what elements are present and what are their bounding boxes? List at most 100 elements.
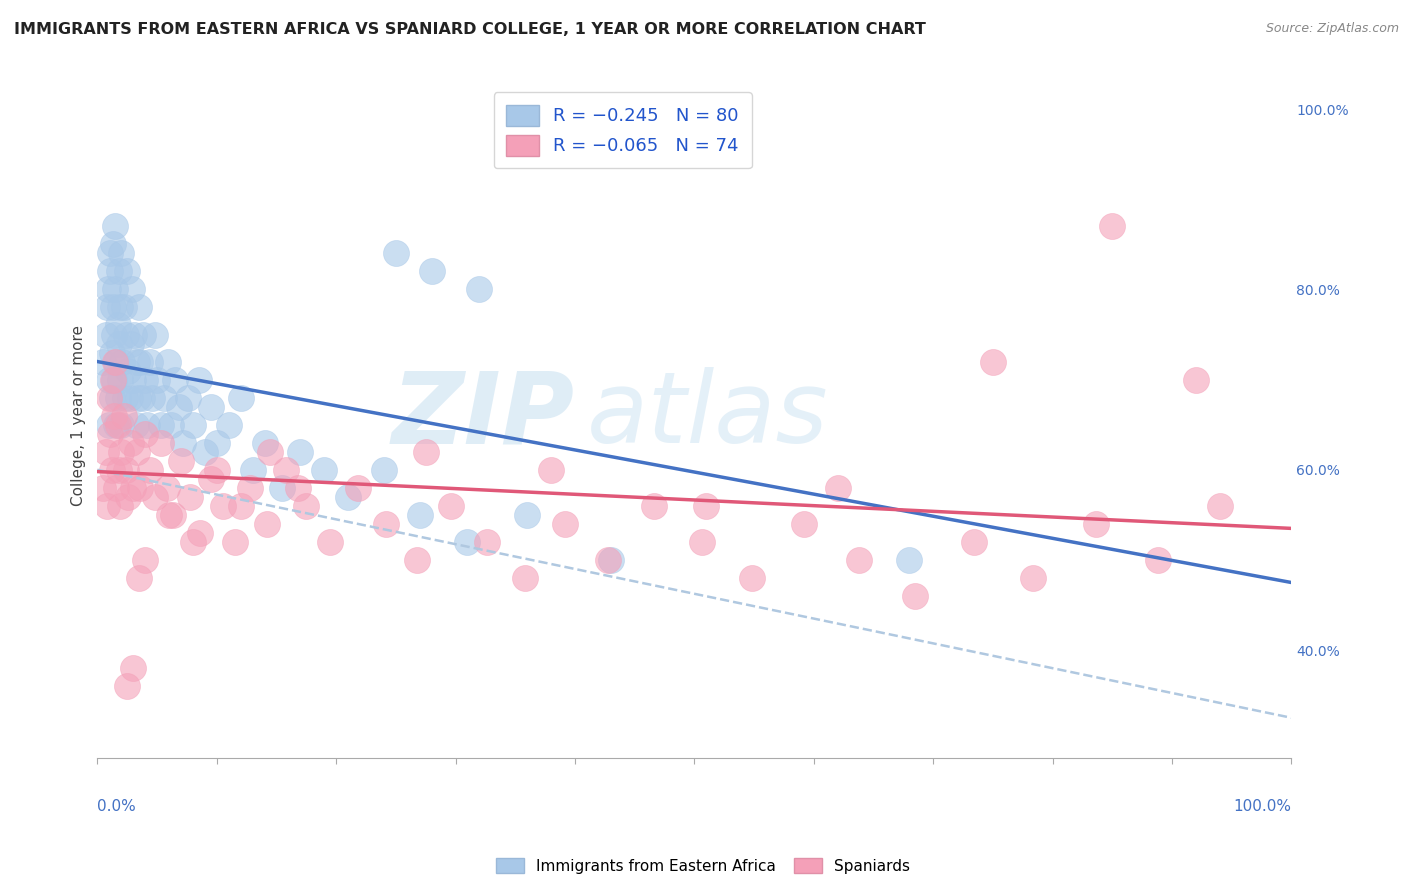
Point bbox=[100, 246, 122, 260]
Text: 100.0%: 100.0% bbox=[1233, 799, 1291, 814]
Point bbox=[253, 435, 276, 450]
Point bbox=[290, 444, 312, 458]
Point bbox=[274, 463, 297, 477]
Point bbox=[346, 481, 368, 495]
Point bbox=[157, 508, 180, 522]
Point bbox=[94, 327, 117, 342]
Point bbox=[104, 282, 127, 296]
Point bbox=[125, 354, 148, 368]
Point bbox=[224, 535, 246, 549]
Point bbox=[120, 435, 142, 450]
Point bbox=[104, 219, 127, 234]
Point bbox=[131, 391, 153, 405]
Point bbox=[163, 373, 186, 387]
Point bbox=[127, 391, 149, 405]
Point bbox=[136, 417, 159, 432]
Point bbox=[229, 499, 252, 513]
Point bbox=[115, 264, 138, 278]
Point bbox=[129, 481, 152, 495]
Point bbox=[375, 516, 398, 531]
Point bbox=[128, 571, 150, 585]
Point bbox=[179, 490, 201, 504]
Point bbox=[132, 327, 155, 342]
Point bbox=[112, 409, 135, 423]
Point bbox=[134, 426, 156, 441]
Point bbox=[898, 553, 921, 567]
Point bbox=[188, 525, 211, 540]
Point bbox=[120, 336, 142, 351]
Point bbox=[100, 391, 122, 405]
Point bbox=[181, 417, 204, 432]
Point bbox=[110, 444, 132, 458]
Point bbox=[118, 391, 141, 405]
Point bbox=[200, 400, 222, 414]
Point bbox=[108, 336, 131, 351]
Point bbox=[1146, 553, 1168, 567]
Point bbox=[110, 246, 132, 260]
Point bbox=[101, 301, 124, 315]
Point bbox=[981, 354, 1004, 368]
Point bbox=[1101, 219, 1123, 234]
Point bbox=[229, 391, 252, 405]
Point bbox=[156, 354, 179, 368]
Point bbox=[793, 516, 815, 531]
Point bbox=[409, 508, 432, 522]
Point bbox=[373, 463, 395, 477]
Point bbox=[599, 553, 621, 567]
Point bbox=[98, 391, 121, 405]
Point bbox=[108, 463, 131, 477]
Point bbox=[149, 417, 172, 432]
Point bbox=[91, 481, 114, 495]
Point bbox=[134, 373, 156, 387]
Text: 0.0%: 0.0% bbox=[97, 799, 136, 814]
Point bbox=[94, 444, 117, 458]
Point bbox=[108, 499, 131, 513]
Point bbox=[98, 417, 121, 432]
Point bbox=[256, 516, 278, 531]
Text: Source: ZipAtlas.com: Source: ZipAtlas.com bbox=[1265, 22, 1399, 36]
Point bbox=[129, 354, 152, 368]
Point bbox=[385, 246, 408, 260]
Point bbox=[128, 301, 150, 315]
Point bbox=[124, 327, 146, 342]
Point bbox=[103, 409, 125, 423]
Point bbox=[1185, 373, 1208, 387]
Point bbox=[218, 417, 240, 432]
Point bbox=[107, 391, 129, 405]
Point bbox=[205, 463, 228, 477]
Point bbox=[103, 373, 125, 387]
Legend: R = −0.245   N = 80, R = −0.065   N = 74: R = −0.245 N = 80, R = −0.065 N = 74 bbox=[494, 92, 752, 169]
Point bbox=[848, 553, 870, 567]
Point bbox=[1022, 571, 1045, 585]
Point bbox=[97, 282, 120, 296]
Point bbox=[111, 354, 134, 368]
Point bbox=[114, 391, 136, 405]
Point bbox=[105, 354, 128, 368]
Point bbox=[115, 679, 138, 693]
Point bbox=[139, 354, 162, 368]
Point bbox=[162, 508, 184, 522]
Point bbox=[406, 553, 429, 567]
Point bbox=[96, 499, 118, 513]
Point bbox=[194, 444, 217, 458]
Point bbox=[108, 373, 131, 387]
Point bbox=[690, 535, 713, 549]
Point bbox=[105, 481, 128, 495]
Point bbox=[420, 264, 443, 278]
Point bbox=[170, 454, 193, 468]
Point bbox=[108, 301, 131, 315]
Text: IMMIGRANTS FROM EASTERN AFRICA VS SPANIARD COLLEGE, 1 YEAR OR MORE CORRELATION C: IMMIGRANTS FROM EASTERN AFRICA VS SPANIA… bbox=[14, 22, 927, 37]
Point bbox=[153, 391, 176, 405]
Point bbox=[117, 490, 139, 504]
Point bbox=[741, 571, 763, 585]
Text: ZIP: ZIP bbox=[392, 368, 575, 464]
Point bbox=[695, 499, 717, 513]
Point bbox=[134, 553, 156, 567]
Point bbox=[103, 327, 125, 342]
Point bbox=[121, 282, 143, 296]
Legend: Immigrants from Eastern Africa, Spaniards: Immigrants from Eastern Africa, Spaniard… bbox=[491, 852, 915, 880]
Point bbox=[540, 463, 562, 477]
Point bbox=[259, 444, 281, 458]
Point bbox=[155, 481, 177, 495]
Point bbox=[160, 417, 183, 432]
